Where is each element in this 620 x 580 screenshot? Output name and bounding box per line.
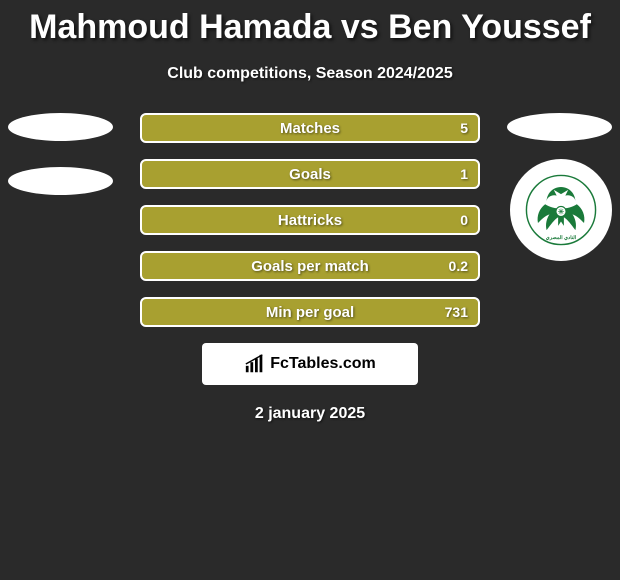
date-text: 2 january 2025 (0, 405, 620, 423)
stat-bars: Matches 5 Goals 1 Hattricks 0 Goals per … (140, 113, 480, 327)
stat-row: Goals per match 0.2 (140, 251, 480, 281)
branding-text: FcTables.com (270, 355, 376, 373)
stat-label: Goals (289, 166, 331, 183)
stat-row: Hattricks 0 (140, 205, 480, 235)
player-oval (507, 113, 612, 141)
stat-label: Min per goal (266, 304, 354, 321)
stat-value: 1 (460, 166, 468, 182)
stat-label: Goals per match (251, 258, 369, 275)
stat-label: Hattricks (278, 212, 342, 229)
stat-value: 0.2 (449, 258, 468, 274)
stat-row: Min per goal 731 (140, 297, 480, 327)
comparison-area: النادي المصري Matches 5 Goals 1 Hattrick… (0, 113, 620, 423)
club-badge: النادي المصري (510, 159, 612, 261)
player-oval (8, 113, 113, 141)
stat-value: 731 (445, 304, 468, 320)
left-player-placeholder (8, 113, 113, 221)
stat-row: Goals 1 (140, 159, 480, 189)
right-player-area: النادي المصري (507, 113, 612, 141)
stat-value: 0 (460, 212, 468, 228)
page-title: Mahmoud Hamada vs Ben Youssef (0, 0, 620, 47)
stat-label: Matches (280, 120, 340, 137)
stat-value: 5 (460, 120, 468, 136)
eagle-crest-icon: النادي المصري (525, 174, 597, 246)
chart-icon (244, 353, 266, 375)
subtitle: Club competitions, Season 2024/2025 (0, 65, 620, 83)
branding-box: FcTables.com (202, 343, 418, 385)
svg-text:النادي المصري: النادي المصري (546, 235, 577, 241)
player-oval (8, 167, 113, 195)
stat-row: Matches 5 (140, 113, 480, 143)
